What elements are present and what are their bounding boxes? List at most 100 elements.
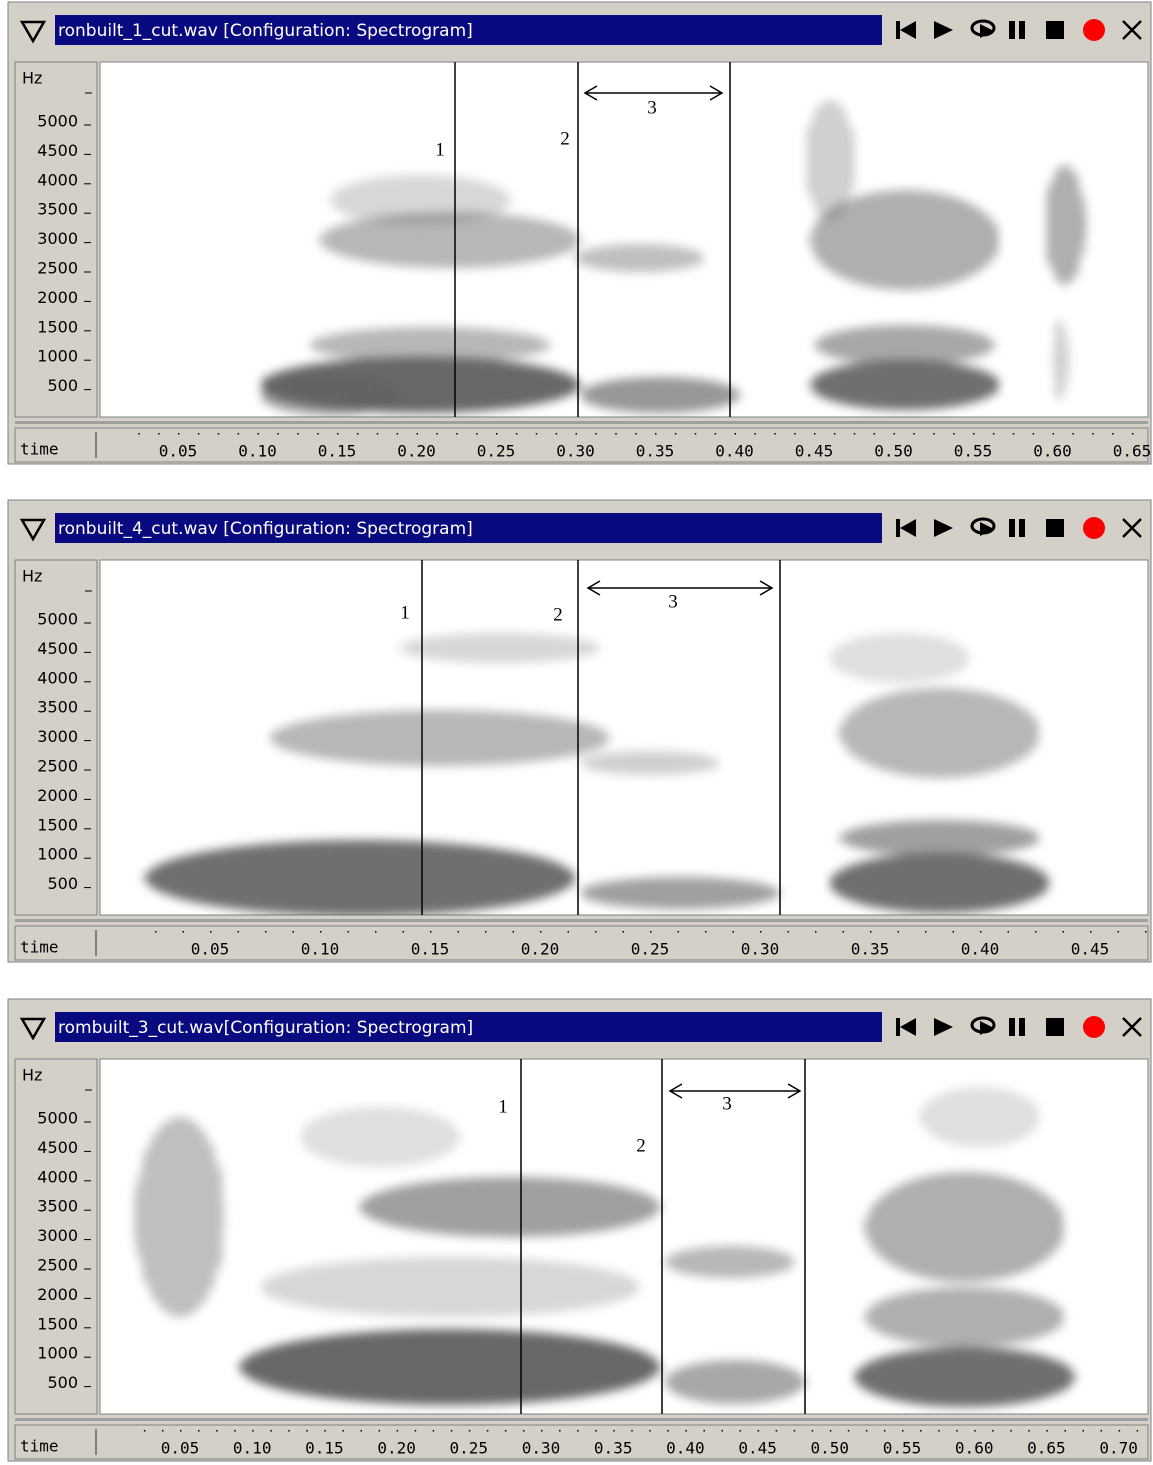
- tick-dot: [277, 433, 279, 435]
- y-tick-label: 5000: [37, 610, 78, 629]
- stop-button[interactable]: [1046, 1018, 1064, 1036]
- marker-label: 2: [560, 128, 570, 149]
- tick-dot: [559, 1430, 561, 1432]
- tick-dot: [650, 931, 652, 933]
- marker-label: 1: [498, 1096, 508, 1117]
- tick-dot: [1112, 433, 1114, 435]
- x-tick-label: 0.05: [161, 1439, 200, 1458]
- tick-dot: [541, 1430, 543, 1432]
- loop-play-button[interactable]: [970, 517, 996, 536]
- marker-label: 1: [400, 602, 410, 623]
- tick-dot: [1090, 931, 1092, 933]
- close-button[interactable]: [1122, 518, 1142, 538]
- x-tick-label: 0.30: [741, 940, 780, 959]
- tick-dot: [457, 931, 459, 933]
- collapse-button[interactable]: [19, 518, 47, 542]
- stop-button[interactable]: [1046, 519, 1064, 537]
- record-button[interactable]: [1083, 19, 1105, 41]
- tick-dot: [375, 931, 377, 933]
- play-button[interactable]: [934, 21, 953, 39]
- x-tick-label: 0.65: [1113, 442, 1152, 461]
- record-button[interactable]: [1083, 517, 1105, 539]
- tick-dot: [376, 433, 379, 435]
- tick-dot: [347, 931, 349, 933]
- collapse-button[interactable]: [19, 20, 47, 44]
- tick-dot: [956, 1430, 958, 1432]
- close-button[interactable]: [1122, 1017, 1142, 1037]
- tick-dot: [739, 1430, 742, 1432]
- x-tick-label: 0.40: [961, 940, 1000, 959]
- pause-button[interactable]: [1009, 519, 1025, 537]
- tick-dot: [396, 433, 399, 435]
- tick-dot: [811, 1430, 814, 1432]
- spectrogram: [135, 1087, 1075, 1407]
- play-button[interactable]: [934, 519, 953, 537]
- y-tick-label: 3500: [37, 200, 78, 219]
- tick-dot: [897, 931, 899, 933]
- y-tick-label: 1000: [37, 1344, 78, 1363]
- x-tick-label: 0.20: [377, 1439, 416, 1458]
- y-tick-label: 3500: [37, 698, 78, 717]
- tick-dot: [577, 1430, 579, 1432]
- tick-dot: [567, 931, 569, 933]
- rewind-button[interactable]: [896, 21, 916, 39]
- record-button[interactable]: [1083, 1016, 1105, 1038]
- x-tick-label: 0.60: [955, 1439, 994, 1458]
- stop-button[interactable]: [1046, 21, 1064, 39]
- tick-dot: [1064, 1430, 1066, 1432]
- rewind-button[interactable]: [896, 1018, 916, 1036]
- y-tick-label: 2500: [37, 1256, 78, 1275]
- y-tick-label: 500: [47, 1373, 78, 1392]
- tick-dot: [143, 1430, 146, 1432]
- tick-dot: [432, 1430, 435, 1432]
- tick-dot: [252, 1430, 254, 1432]
- tick-dot: [833, 433, 836, 435]
- y-tick-label: 3000: [37, 229, 78, 248]
- x-tick-label: 0.25: [477, 442, 516, 461]
- tick-dot: [595, 1430, 597, 1432]
- tick-dot: [703, 1430, 705, 1432]
- pause-button[interactable]: [1009, 1018, 1025, 1036]
- y-tick-label: 3000: [37, 727, 78, 746]
- tick-dot: [378, 1430, 381, 1432]
- tick-dot: [180, 1430, 182, 1432]
- y-tick-label: 4500: [37, 141, 78, 160]
- play-button[interactable]: [934, 1018, 953, 1036]
- tick-dot: [829, 1430, 832, 1432]
- time-bar: [14, 427, 1149, 463]
- tick-dot: [714, 433, 717, 435]
- collapse-button[interactable]: [19, 1017, 47, 1041]
- x-tick-label: 0.20: [521, 940, 560, 959]
- x-axis-label: time: [20, 938, 59, 957]
- separator: [15, 421, 1148, 424]
- tick-dot: [1082, 1430, 1084, 1432]
- y-tick-label: 4000: [37, 1167, 78, 1186]
- x-tick-label: 0.05: [159, 442, 198, 461]
- x-tick-label: 0.35: [851, 940, 890, 959]
- y-tick-label: 5000: [37, 112, 78, 131]
- spectrogram-window: ronbuilt_1_cut.wav [Configuration: Spect…: [7, 1, 1152, 465]
- tick-dot: [198, 1430, 200, 1432]
- tick-dot: [237, 433, 240, 435]
- y-tick-label: 1500: [37, 815, 78, 834]
- title-bar: [55, 513, 882, 543]
- spectrogram: [145, 633, 1050, 915]
- tick-dot: [893, 433, 895, 435]
- spectrogram: [260, 100, 1085, 415]
- tick-dot: [158, 433, 160, 435]
- x-tick-label: 0.40: [666, 1439, 705, 1458]
- x-tick-label: 0.35: [636, 442, 675, 461]
- close-button[interactable]: [1122, 20, 1142, 40]
- rewind-button[interactable]: [896, 519, 916, 537]
- tick-dot: [1100, 1430, 1103, 1432]
- tick-dot: [1012, 433, 1015, 435]
- loop-play-button[interactable]: [970, 19, 996, 38]
- y-tick-label: 4000: [37, 668, 78, 687]
- loop-play-button[interactable]: [970, 1016, 996, 1035]
- pause-button[interactable]: [1009, 21, 1025, 39]
- tick-dot: [667, 1430, 669, 1432]
- tick-dot: [360, 1430, 362, 1432]
- tick-dot: [476, 433, 478, 435]
- y-axis-panel: [14, 61, 98, 418]
- tick-dot: [468, 1430, 471, 1432]
